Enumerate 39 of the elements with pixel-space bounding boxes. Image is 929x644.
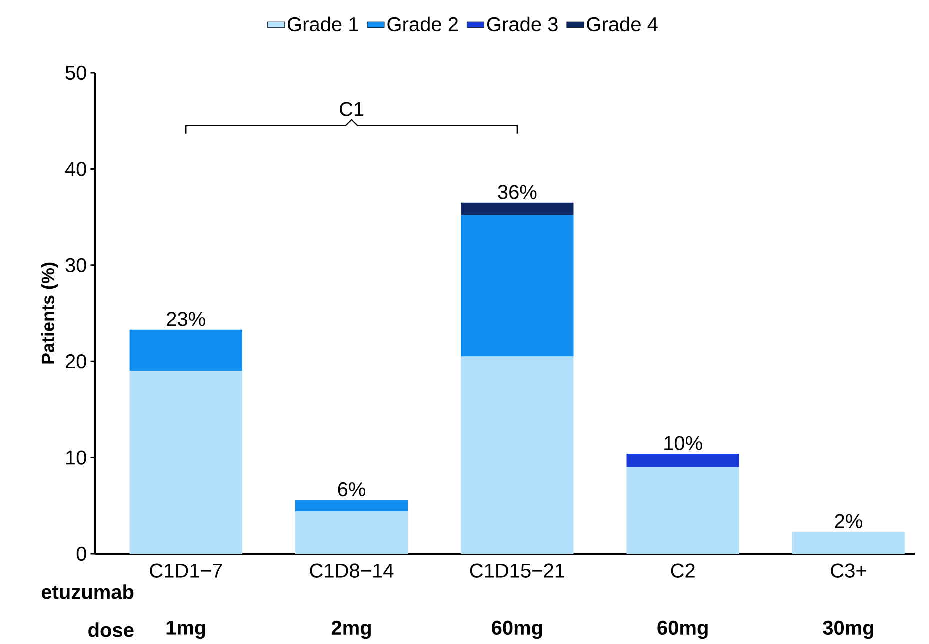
annotation: C1 xyxy=(340,102,364,116)
bar xyxy=(130,371,242,554)
bar xyxy=(461,356,574,554)
bar xyxy=(626,467,740,554)
legend-label: Grade 2 xyxy=(388,16,458,32)
text: 1mg xyxy=(166,620,206,639)
legend-label: Grade 3 xyxy=(487,16,558,32)
y-axis-title: Patients (%) xyxy=(41,262,58,364)
x-tick-label: C1D1−7 xyxy=(150,564,222,578)
x-tick-label: C2 xyxy=(671,564,695,578)
y-tick-label: 0 xyxy=(76,546,86,562)
text: 60mg xyxy=(492,620,542,640)
bar xyxy=(626,454,740,468)
text: 60mg xyxy=(658,620,708,640)
bar xyxy=(295,512,408,554)
bar xyxy=(295,500,408,512)
bar xyxy=(461,202,574,216)
x-tick-label: C3+ xyxy=(831,564,866,578)
y-tick-label: 40 xyxy=(65,162,86,176)
bar xyxy=(792,532,906,554)
total-label: 23% xyxy=(167,312,206,326)
total-label: 2% xyxy=(835,514,862,528)
legend-label: Grade 1 xyxy=(288,16,358,32)
legend-label: Grade 4 xyxy=(587,16,658,32)
total-label: 6% xyxy=(338,482,366,497)
x-tick-label: C1D8−14 xyxy=(310,564,394,578)
text: 2mg xyxy=(332,620,371,640)
y-tick-label: 50 xyxy=(66,66,86,80)
y-tick-label: 10 xyxy=(66,450,86,465)
text: dose xyxy=(88,622,134,638)
text: 30mg xyxy=(823,620,874,640)
total-label: 10% xyxy=(664,436,702,450)
total-label: 36% xyxy=(498,185,537,200)
bar xyxy=(461,215,574,357)
y-tick-label: 30 xyxy=(66,258,86,272)
x-tick-label: C1D15−21 xyxy=(470,564,565,578)
text: etuzumab xyxy=(42,584,134,600)
bar xyxy=(130,330,242,372)
y-tick-label: 20 xyxy=(66,354,86,369)
